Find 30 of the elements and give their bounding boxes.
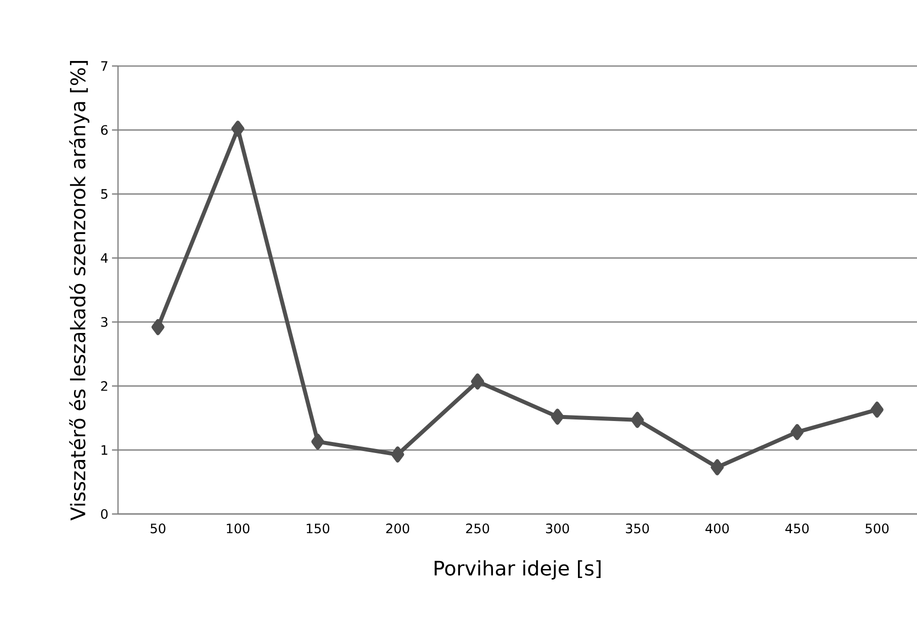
x-tick-label: 200 (386, 524, 410, 534)
y-tick-label: 1 (102, 445, 108, 455)
y-tick-label: 5 (101, 189, 108, 199)
point (790, 424, 804, 440)
x-tick-label: 500 (866, 524, 889, 534)
y-axis-title: Visszatérő és leszakadó szenzorok aránya [%] (69, 61, 90, 520)
y-tick-label: 7 (101, 61, 108, 71)
y-tick-label: 6 (101, 125, 108, 135)
point (231, 120, 244, 137)
point (391, 446, 404, 462)
y-tick-label: 2 (101, 381, 108, 391)
point (550, 408, 564, 425)
x-axis-title: Porvihar ideje [s] (434, 560, 601, 580)
point (630, 412, 644, 428)
x-tick-label: 250 (466, 524, 490, 534)
x-tick-label: 100 (226, 524, 250, 534)
y-tick-label: 4 (100, 253, 108, 263)
x-tick-label: 350 (626, 524, 649, 534)
x-tick-label: 450 (785, 524, 809, 534)
y-tick-label: 3 (101, 317, 108, 327)
x-tick-label: 50 (150, 524, 166, 534)
x-tick-label: 400 (705, 524, 729, 534)
point (311, 434, 324, 450)
y-tick-label: 0 (101, 509, 108, 519)
point (151, 319, 164, 336)
x-tick-label: 150 (306, 524, 330, 534)
point (870, 402, 884, 418)
point (471, 374, 484, 390)
point (710, 459, 724, 476)
x-tick-label: 300 (546, 524, 569, 534)
